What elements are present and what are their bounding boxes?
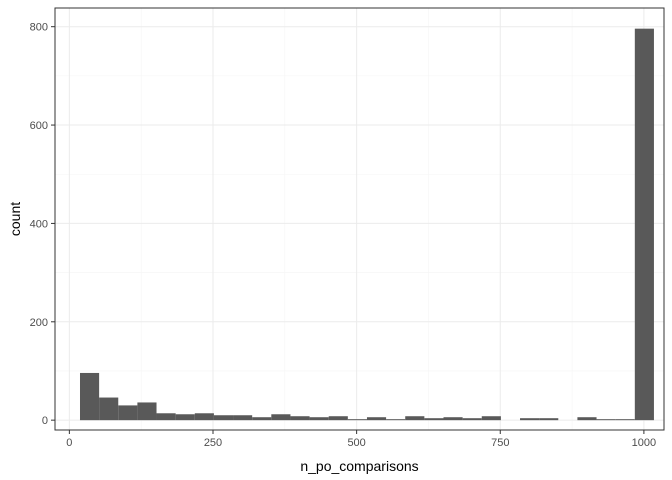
histogram-bar [213,415,234,421]
histogram-bar [386,419,406,421]
y-axis: 0 200 400 600 800 [30,22,55,427]
histogram-bar [156,413,176,421]
histogram-bar [424,418,444,421]
histogram-bar [462,418,482,421]
histogram-bar [347,419,367,421]
histogram-bar [328,416,348,421]
y-tick-label: 200 [30,317,48,329]
x-tick-label: 750 [491,437,509,449]
histogram-bar [634,28,654,421]
histogram-bar [99,397,119,421]
histogram-bar [290,416,310,421]
histogram-bars [79,28,654,421]
histogram-bar [481,416,501,421]
histogram-bar [520,418,540,421]
histogram-bar [596,419,616,421]
x-tick-label: 1000 [632,437,656,449]
histogram-bar [615,419,635,421]
histogram-bar [118,405,138,421]
histogram-bar [194,413,214,421]
histogram-bar [79,372,100,421]
histogram-bar [405,416,425,421]
histogram-bar [252,417,272,421]
histogram-bar [309,417,329,421]
x-tick-label: 250 [204,437,222,449]
y-tick-label: 800 [30,22,48,34]
histogram-bar [539,418,559,421]
major-gridlines [55,8,664,430]
histogram-bar [577,417,597,421]
histogram-bar [366,417,387,421]
y-tick-label: 0 [42,415,48,427]
y-tick-label: 600 [30,120,48,132]
histogram-bar [271,414,291,421]
x-tick-label: 0 [66,437,72,449]
y-tick-label: 400 [30,218,48,230]
histogram-bar [443,417,463,421]
histogram-bar [175,414,195,421]
histogram-bar [137,402,157,421]
x-axis: 0 250 500 750 1000 [66,430,656,449]
plot-panel [54,7,665,431]
minor-gridlines [55,8,664,430]
histogram-bar [233,415,253,421]
x-tick-label: 500 [347,437,365,449]
y-axis-title: count [7,202,23,236]
x-axis-title: n_po_comparisons [300,458,418,474]
panel-border [54,7,665,431]
